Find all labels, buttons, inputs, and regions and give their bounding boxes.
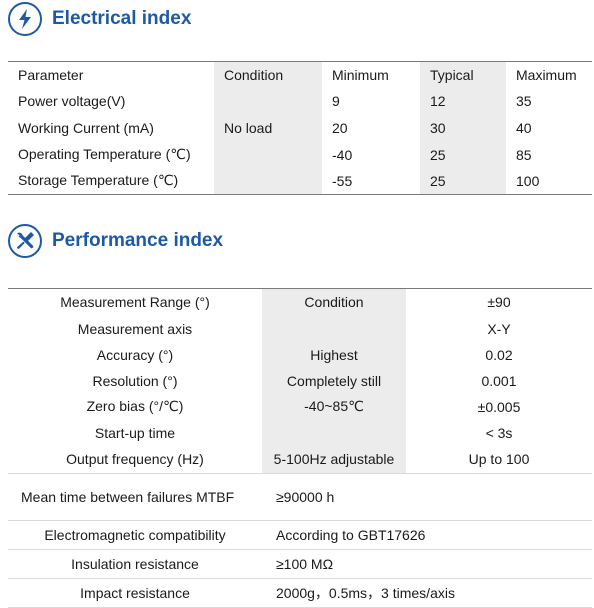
electrical-table: Parameter Condition Minimum Typical Maxi… <box>8 61 592 195</box>
cell-condition <box>262 315 406 342</box>
cell-maximum: 85 <box>516 146 532 163</box>
table-row: Impact resistance 2000g，0.5ms，3 times/ax… <box>8 578 592 608</box>
table-row: Zero bias (°/℃) -40~85℃ ±0.005 <box>8 393 592 420</box>
table-row: Measurement Range (°) Condition ±90 <box>8 288 592 316</box>
cell-item: Resolution (°) <box>92 372 178 389</box>
cell-condition: -40~85℃ <box>262 393 406 420</box>
cell-value: ±0.005 <box>477 398 521 415</box>
cell-minimum: 20 <box>332 119 348 136</box>
cell-value: 0.001 <box>481 372 517 389</box>
cell-item: Accuracy (°) <box>96 346 174 363</box>
table-row: Measurement axis X-Y <box>8 315 592 342</box>
cell-item: Start-up time <box>94 424 176 441</box>
cell-typical: 12 <box>420 88 506 115</box>
cell-condition <box>214 141 322 168</box>
cell-condition: No load <box>214 114 322 142</box>
header-parameter: Parameter <box>18 67 84 84</box>
cell-parameter: Operating Temperature (℃) <box>18 146 191 163</box>
wrench-screwdriver-icon <box>8 224 42 258</box>
cell-maximum: 40 <box>516 119 532 136</box>
cell-typical: 30 <box>420 114 506 142</box>
cell-parameter: Power voltage(V) <box>18 93 126 110</box>
cell-item: Zero bias (°/℃) <box>86 398 184 414</box>
header-maximum: Maximum <box>516 67 577 84</box>
table-row: Accuracy (°) Highest 0.02 <box>8 341 592 368</box>
performance-table: Measurement Range (°) Condition ±90 Meas… <box>8 288 592 608</box>
performance-section-title: Performance index <box>52 230 224 251</box>
cell-parameter: Working Current (mA) <box>18 119 154 136</box>
table-row: Insulation resistance ≥100 MΩ <box>8 549 592 579</box>
table-row: Start-up time < 3s <box>8 419 592 446</box>
cell-typical: 25 <box>420 167 506 195</box>
cell-condition: Condition <box>262 288 406 316</box>
cell-maximum: 100 <box>516 172 540 189</box>
electrical-section-header: Electrical index <box>8 2 191 36</box>
cell-condition <box>262 419 406 446</box>
cell-value: ±90 <box>487 294 511 311</box>
electrical-section-title: Electrical index <box>52 8 192 29</box>
cell-minimum: 9 <box>332 93 340 110</box>
cell-condition: Completely still <box>262 367 406 394</box>
table-row: Storage Temperature (℃) -55 25 100 <box>8 167 592 195</box>
cell-value: According to GBT17626 <box>262 520 592 550</box>
header-minimum: Minimum <box>332 67 389 84</box>
cell-value: X-Y <box>487 320 511 337</box>
cell-maximum: 35 <box>516 93 532 110</box>
cell-typical: 25 <box>420 141 506 168</box>
cell-item: Insulation resistance <box>8 549 262 579</box>
cell-minimum: -40 <box>332 146 353 163</box>
lightning-bolt-icon <box>8 2 42 36</box>
cell-item: Measurement axis <box>77 320 193 337</box>
table-row: Output frequency (Hz) 5-100Hz adjustable… <box>8 445 592 474</box>
cell-value: ≥90000 h <box>262 473 592 521</box>
table-row: Working Current (mA) No load 20 30 40 <box>8 114 592 142</box>
cell-item: Output frequency (Hz) <box>8 445 262 474</box>
cell-item: Mean time between failures MTBF <box>8 473 262 521</box>
table-row: Operating Temperature (℃) -40 25 85 <box>8 141 592 168</box>
header-condition: Condition <box>214 61 322 89</box>
table-row: Power voltage(V) 9 12 35 <box>8 88 592 115</box>
cell-item: Measurement Range (°) <box>60 294 210 311</box>
cell-condition: Highest <box>262 341 406 368</box>
cell-value: < 3s <box>485 424 513 441</box>
cell-parameter: Storage Temperature (℃) <box>18 172 179 189</box>
cell-condition <box>214 88 322 115</box>
table-row: Mean time between failures MTBF ≥90000 h <box>8 473 592 521</box>
cell-value: Up to 100 <box>406 445 592 474</box>
cell-item: Impact resistance <box>8 578 262 608</box>
cell-value: 0.02 <box>485 346 513 363</box>
cell-minimum: -55 <box>332 172 353 189</box>
cell-value: 2000g，0.5ms，3 times/axis <box>262 578 592 608</box>
cell-item: Electromagnetic compatibility <box>8 520 262 550</box>
electrical-header-row: Parameter Condition Minimum Typical Maxi… <box>8 61 592 89</box>
table-row: Electromagnetic compatibility According … <box>8 520 592 550</box>
table-row: Resolution (°) Completely still 0.001 <box>8 367 592 394</box>
cell-condition <box>214 167 322 195</box>
performance-section-header: Performance index <box>8 224 223 258</box>
header-typical: Typical <box>420 61 506 89</box>
cell-condition: 5-100Hz adjustable <box>262 445 406 474</box>
cell-value: ≥100 MΩ <box>262 549 592 579</box>
